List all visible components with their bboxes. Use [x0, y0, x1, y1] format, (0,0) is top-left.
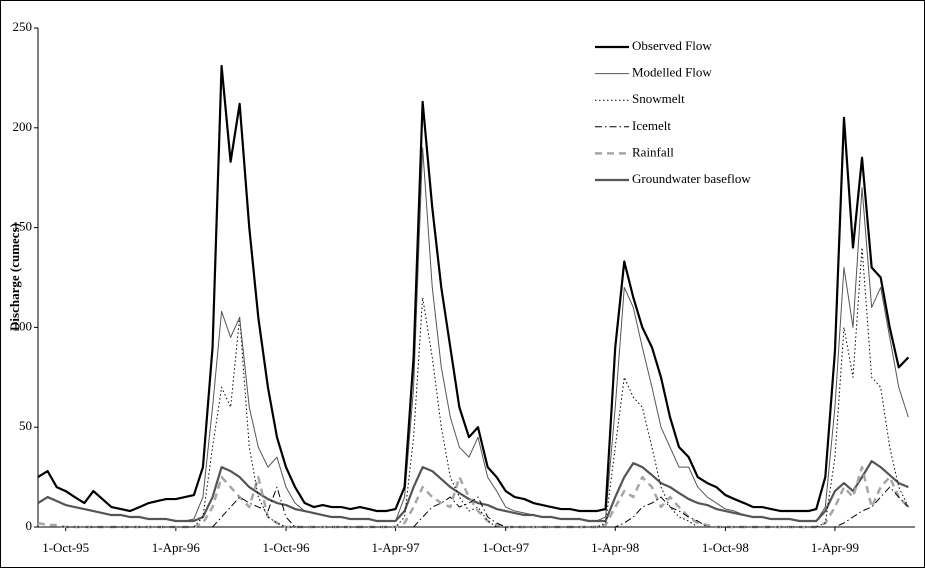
- y-tick-label: 200: [13, 119, 33, 134]
- legend-label: Groundwater baseflow: [632, 171, 751, 186]
- y-tick-label: 250: [13, 19, 33, 34]
- x-tick-label: 1-Apr-98: [591, 540, 639, 555]
- x-tick-label: 1-Oct-95: [42, 540, 89, 555]
- series-line: [37, 64, 910, 513]
- series-line: [38, 247, 909, 528]
- series-line: [37, 147, 909, 522]
- y-tick-label: 150: [13, 219, 33, 234]
- y-axis-title: Discharge (cumecs): [7, 223, 22, 331]
- x-tick-label: 1-Oct-96: [263, 540, 310, 555]
- legend-label: Snowmelt: [632, 91, 685, 106]
- legend-label: Observed Flow: [632, 38, 712, 53]
- x-tick-label: 1-Apr-99: [811, 540, 859, 555]
- legend-label: Icemelt: [632, 118, 671, 133]
- legend-label: Rainfall: [632, 144, 674, 159]
- x-tick-label: 1-Apr-96: [152, 540, 201, 555]
- y-tick-label: 0: [26, 518, 33, 533]
- x-tick-label: 1-Oct-97: [482, 540, 529, 555]
- y-tick-label: 100: [13, 318, 33, 333]
- x-tick-label: 1-Apr-97: [371, 540, 420, 555]
- x-tick-label: 1-Oct-98: [702, 540, 749, 555]
- legend-label: Modelled Flow: [632, 65, 712, 80]
- y-tick-label: 50: [19, 418, 32, 433]
